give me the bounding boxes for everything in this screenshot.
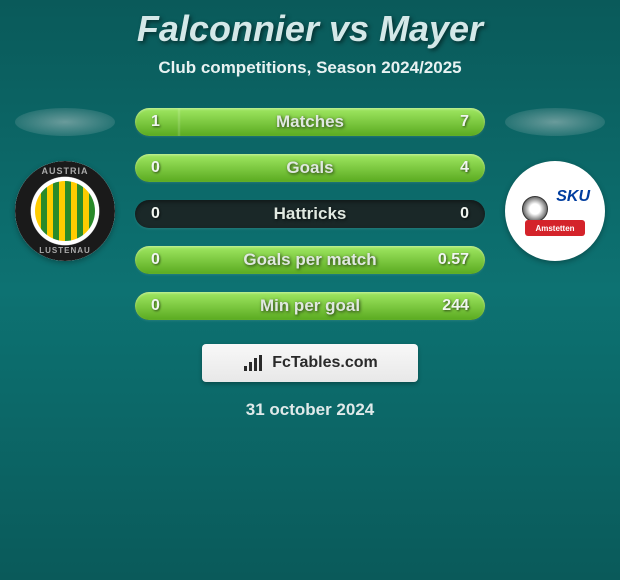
- soccer-ball-icon: [522, 196, 548, 222]
- stat-label: Hattricks: [274, 204, 347, 224]
- ellipse-shadow-left: [15, 108, 115, 136]
- stat-right-value: 244: [442, 297, 469, 315]
- stat-bar: 1 Matches 7: [135, 108, 485, 136]
- left-club-logo: AUSTRIA LUSTENAU: [15, 161, 115, 261]
- stat-right-value: 0.57: [438, 251, 469, 269]
- lustenau-stripes-icon: [35, 181, 95, 241]
- stat-left-value: 0: [151, 297, 160, 315]
- stats-bars: 1 Matches 7 0 Goals 4 0 Hattricks 0 0 Goals per ma…: [120, 108, 500, 320]
- page-subtitle: Club competitions, Season 2024/2025: [158, 58, 461, 78]
- page-title: Falconnier vs Mayer: [137, 8, 483, 50]
- stat-bar: 0 Goals 4: [135, 154, 485, 182]
- sku-logo-icon: SKU Amstetten: [510, 166, 600, 256]
- footer-brand-text: FcTables.com: [272, 354, 378, 372]
- sku-text: SKU: [556, 188, 590, 206]
- lustenau-logo-icon: AUSTRIA LUSTENAU: [15, 161, 115, 261]
- stat-right-value: 4: [460, 159, 469, 177]
- stat-bar: 0 Min per goal 244: [135, 292, 485, 320]
- footer-brand-box[interactable]: FcTables.com: [202, 344, 418, 382]
- stat-left-value: 0: [151, 159, 160, 177]
- stat-label: Goals: [286, 158, 333, 178]
- stat-left-value: 1: [151, 113, 160, 131]
- stat-label: Goals per match: [243, 250, 376, 270]
- stat-label: Min per goal: [260, 296, 360, 316]
- lustenau-bottom-text: LUSTENAU: [39, 246, 91, 255]
- sku-box-text: Amstetten: [525, 220, 585, 236]
- stat-bar: 0 Hattricks 0: [135, 200, 485, 228]
- stat-right-value: 0: [460, 205, 469, 223]
- chart-bars-icon: [242, 354, 266, 372]
- right-club-logo: SKU Amstetten: [505, 161, 605, 261]
- stat-left-value: 0: [151, 205, 160, 223]
- lustenau-top-text: AUSTRIA: [42, 166, 89, 176]
- footer-date: 31 october 2024: [246, 400, 375, 420]
- ellipse-shadow-right: [505, 108, 605, 136]
- right-club-column: SKU Amstetten: [500, 108, 610, 261]
- stat-label: Matches: [276, 112, 344, 132]
- left-club-column: AUSTRIA LUSTENAU: [10, 108, 120, 261]
- stat-left-value: 0: [151, 251, 160, 269]
- stat-bar: 0 Goals per match 0.57: [135, 246, 485, 274]
- stat-right-value: 7: [460, 113, 469, 131]
- comparison-area: AUSTRIA LUSTENAU 1 Matches 7 0 Goals 4 0 Hattri…: [0, 108, 620, 320]
